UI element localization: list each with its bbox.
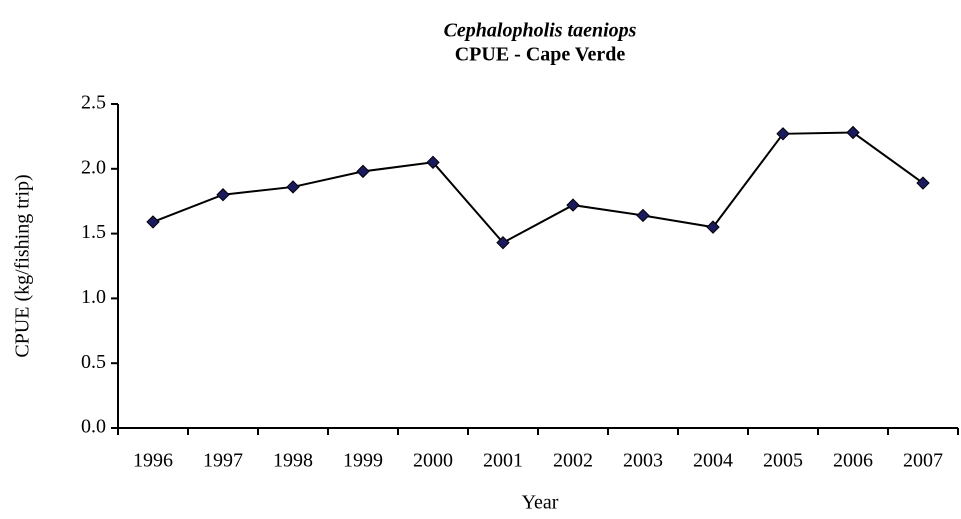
marker: [496, 235, 510, 250]
marker: [566, 198, 580, 212]
line: [152, 131, 924, 244]
x-tick-label: 2006: [833, 450, 873, 472]
x-tick-label: 1996: [133, 450, 173, 472]
marker: [286, 180, 300, 194]
y-tick-label: 2.5: [81, 92, 106, 114]
marker: [846, 125, 860, 140]
marker: [636, 208, 650, 223]
x-axis-label: Year: [522, 492, 559, 514]
x-tick-label: 2004: [693, 450, 733, 472]
y-tick-label: 1.5: [81, 221, 106, 243]
marker: [706, 220, 720, 234]
x-tick-label: 1999: [343, 450, 383, 472]
chart-subtitle: CPUE - Cape Verde: [455, 44, 626, 66]
marker: [916, 176, 930, 190]
chart-title: Cephalopholis taeniops: [444, 20, 637, 42]
x-tick-label: 2000: [413, 450, 453, 472]
marker: [216, 188, 230, 202]
marker: [146, 215, 160, 229]
y-tick-label: 0.0: [81, 416, 106, 438]
x-tick-label: 2007: [903, 450, 943, 472]
x-tick-label: 1998: [273, 450, 313, 472]
x-tick-label: 2003: [623, 450, 663, 472]
y-tick-label: 0.5: [81, 351, 106, 373]
x-tick-label: 1997: [203, 450, 243, 472]
x-tick-label: 2005: [763, 450, 803, 472]
x-tick-label: 2001: [483, 450, 523, 472]
marker: [426, 155, 440, 170]
marker: [776, 127, 790, 141]
y-tick-label: 1.0: [81, 286, 106, 308]
y-tick-label: 2.0: [81, 156, 106, 178]
y-axis-label: CPUE (kg/fishing trip): [12, 174, 34, 357]
marker: [356, 164, 370, 179]
x-tick-label: 2002: [553, 450, 593, 472]
